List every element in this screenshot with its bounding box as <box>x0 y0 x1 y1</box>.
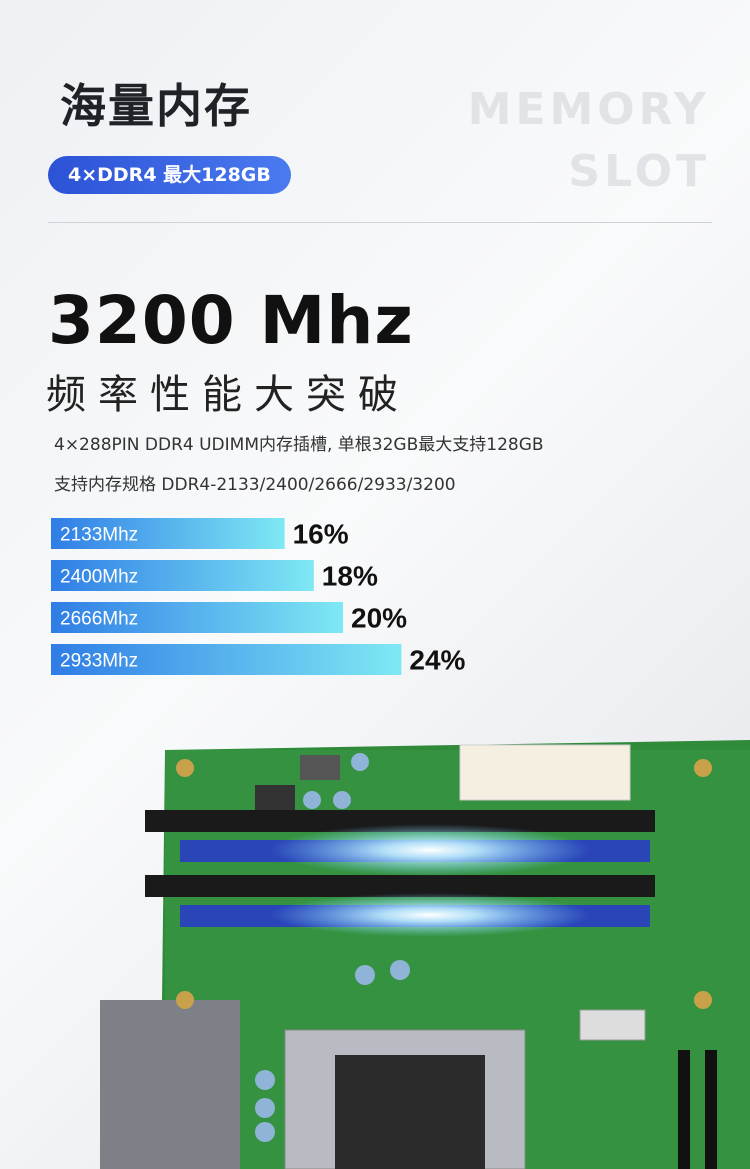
motherboard-image <box>100 740 750 1169</box>
speed: 3200 Mhz <box>48 282 414 359</box>
bar <box>51 560 314 591</box>
category-label: 2133Mhz <box>60 525 138 546</box>
value-label: 24% <box>409 645 465 676</box>
bar <box>51 602 343 633</box>
category-label: 2666Mhz <box>60 609 138 630</box>
value-label: 16% <box>293 519 349 550</box>
divider <box>48 222 712 223</box>
watermark: SLOT <box>568 146 710 197</box>
bar <box>51 644 402 675</box>
watermark: MEMORY <box>467 84 710 135</box>
spec: 4×288PIN DDR4 UDIMM内存插槽, 单根32GB最大支持128GB <box>54 435 544 455</box>
value-label: 20% <box>351 603 407 634</box>
badge: 4×DDR4 最大128GB <box>48 156 291 194</box>
title: 海量内存 <box>60 79 252 133</box>
slogan: 频率性能大突破 <box>46 372 410 418</box>
bar <box>51 518 285 549</box>
value-label: 18% <box>322 561 378 592</box>
category-label: 2400Mhz <box>60 567 138 588</box>
category-label: 2933Mhz <box>60 651 138 672</box>
chart: 2133Mhz 16% 2400Mhz 18% 2666Mhz 20% 2933Mhz 24% <box>51 518 466 676</box>
spec: 支持内存规格 DDR4-2133/2400/2666/2933/3200 <box>54 475 456 495</box>
